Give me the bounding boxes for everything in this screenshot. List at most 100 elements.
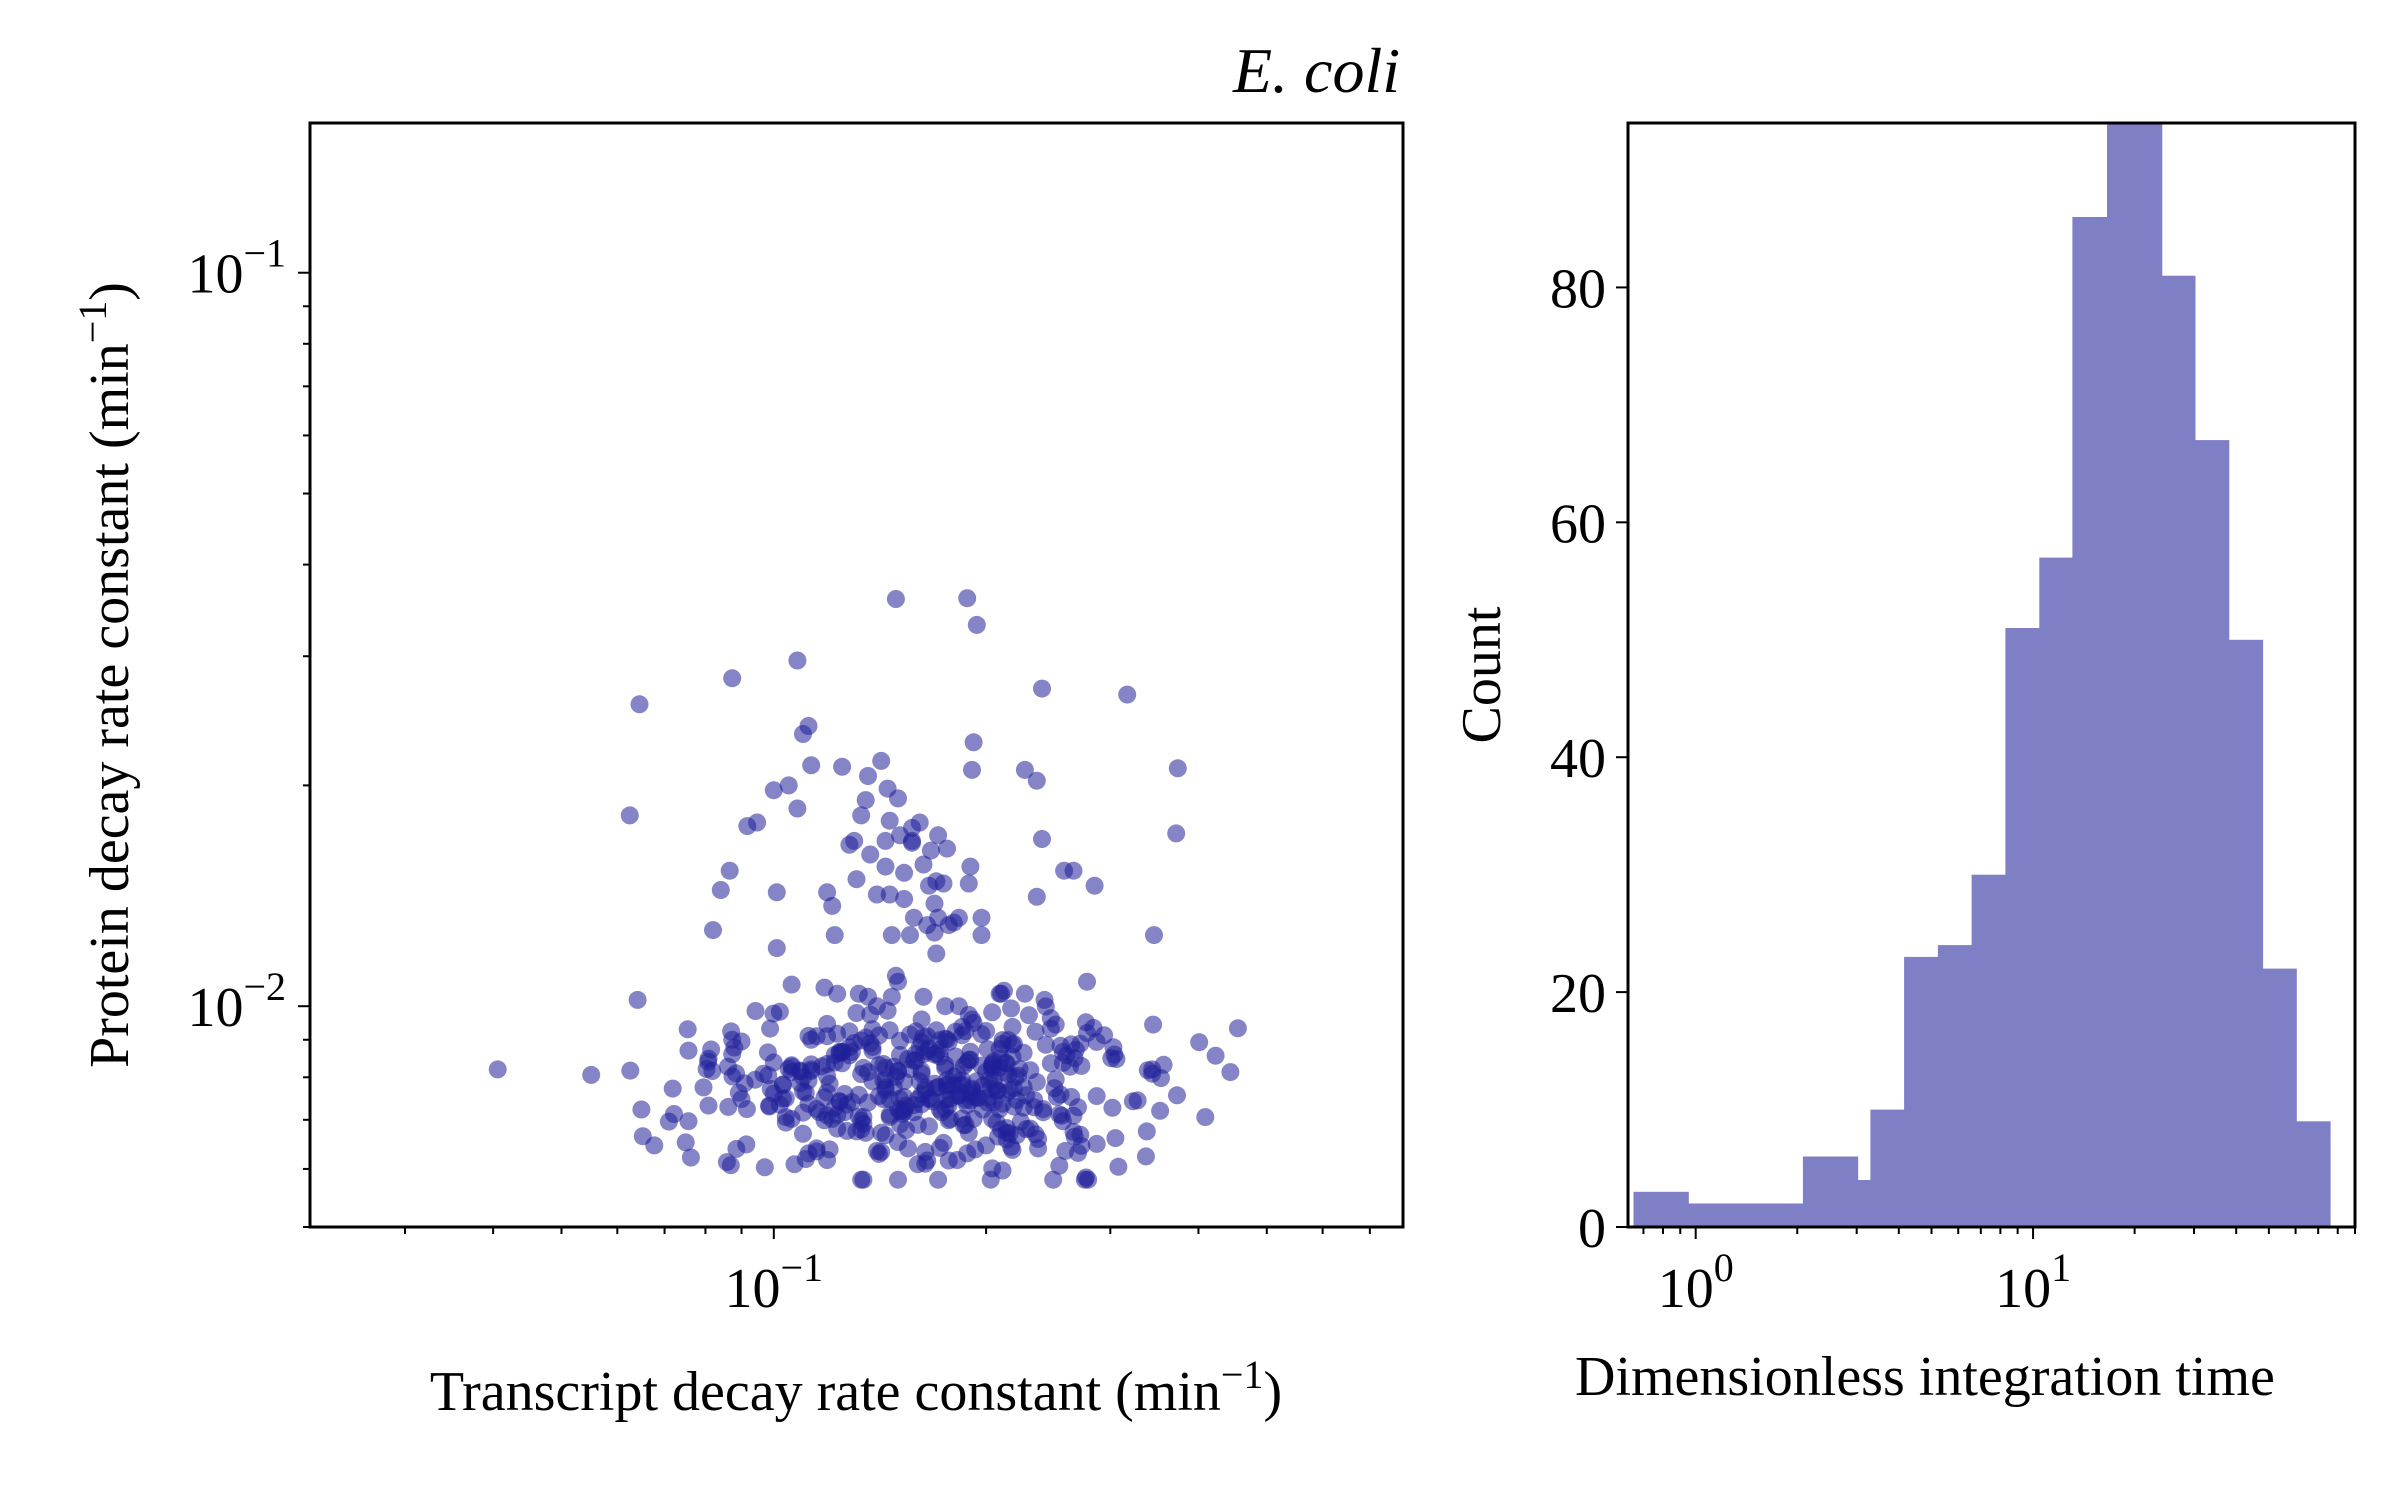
histogram-axes-frame xyxy=(1626,121,2357,1229)
scatter-point xyxy=(1019,1006,1038,1025)
scatter-point xyxy=(954,1056,973,1075)
scatter-point xyxy=(1029,1130,1048,1148)
scatter-point xyxy=(1107,1050,1126,1069)
scatter-point xyxy=(854,1108,873,1127)
scatter-point xyxy=(856,1123,875,1142)
scatter-point xyxy=(897,1121,916,1139)
scatter-point xyxy=(847,1004,866,1022)
scatter-point xyxy=(1206,1046,1225,1065)
scatter-point xyxy=(925,923,944,942)
histogram-ticks: 0 20 40 60 80 100 101 xyxy=(1550,258,2356,1320)
scatter-point xyxy=(895,863,914,882)
scatter-point xyxy=(1075,1170,1094,1189)
scatter-point xyxy=(874,1090,893,1109)
scatter-panel: 10−1 10−2 10−1 Transcript decay rate const… xyxy=(70,121,1405,1423)
scatter-xlabel: Transcript decay rate constant (min−1) xyxy=(430,1352,1282,1423)
scatter-y-tick-label: 10−1 xyxy=(187,231,286,306)
scatter-point xyxy=(959,874,978,893)
scatter-point xyxy=(1144,1015,1163,1034)
scatter-point xyxy=(880,811,899,830)
scatter-point xyxy=(738,817,757,836)
scatter-point xyxy=(1228,1019,1247,1038)
scatter-point xyxy=(953,1109,972,1128)
scatter-point xyxy=(961,857,980,876)
scatter-point xyxy=(920,876,938,895)
scatter-point xyxy=(1064,1122,1083,1141)
scatter-point xyxy=(1109,1157,1128,1176)
scatter-y-tick-label: 10−2 xyxy=(187,964,286,1039)
scatter-point xyxy=(628,990,647,1009)
scatter-point xyxy=(679,1112,698,1131)
scatter-point xyxy=(852,806,871,825)
scatter-point xyxy=(632,1100,651,1119)
scatter-point xyxy=(1196,1108,1215,1127)
scatter-point xyxy=(1033,830,1051,848)
scatter-point xyxy=(1145,926,1163,945)
scatter-point xyxy=(1000,1080,1019,1099)
scatter-point xyxy=(1064,1106,1083,1125)
scatter-point xyxy=(1137,1122,1156,1141)
scatter-point xyxy=(908,1155,927,1174)
scatter-point xyxy=(1055,861,1074,880)
scatter-ticks: 10−1 10−2 10−1 xyxy=(187,231,1371,1320)
scatter-point xyxy=(830,1092,849,1111)
figure-title: E. coli xyxy=(1232,35,1400,106)
scatter-point xyxy=(782,1109,801,1128)
scatter-axes-frame xyxy=(308,121,1405,1229)
scatter-point xyxy=(912,1064,931,1083)
scatter-point xyxy=(818,1055,837,1073)
scatter-point xyxy=(927,1021,946,1040)
scatter-point xyxy=(761,1019,780,1038)
scatter-point xyxy=(958,589,977,608)
scatter-point xyxy=(983,1003,1002,1022)
scatter-point xyxy=(872,751,891,770)
scatter-point xyxy=(936,1055,955,1074)
scatter-point xyxy=(859,767,877,785)
scatter-point xyxy=(910,813,929,832)
scatter-point xyxy=(1050,1156,1069,1175)
scatter-point xyxy=(872,1142,891,1161)
scatter-point xyxy=(1087,1087,1106,1106)
scatter-point xyxy=(1044,1170,1063,1189)
scatter-point xyxy=(897,1096,916,1115)
scatter-point xyxy=(1026,1022,1045,1041)
scatter-point xyxy=(997,1123,1016,1142)
scatter-point xyxy=(1027,887,1046,906)
scatter-point xyxy=(720,861,739,880)
scatter-point xyxy=(1190,1033,1209,1052)
scatter-point xyxy=(823,896,842,915)
scatter-point xyxy=(659,1112,678,1131)
scatter-point xyxy=(1011,1112,1030,1131)
scatter-point xyxy=(807,1139,826,1158)
histogram-y-tick-label: 80 xyxy=(1550,258,1606,320)
histogram-panel: 0 20 40 60 80 100 101 Dimensionless integratio… xyxy=(1451,121,2357,1408)
scatter-point xyxy=(949,997,968,1016)
scatter-point xyxy=(1087,1032,1106,1051)
scatter-point xyxy=(1087,1134,1106,1153)
scatter-point xyxy=(845,831,864,850)
scatter-point xyxy=(983,1109,1002,1128)
scatter-point xyxy=(984,1093,1003,1112)
scatter-point xyxy=(679,1041,698,1060)
scatter-point xyxy=(721,1156,740,1175)
scatter-point xyxy=(978,1040,997,1059)
scatter-point xyxy=(886,590,905,608)
scatter-point xyxy=(861,1034,880,1053)
scatter-point xyxy=(694,1078,713,1097)
histogram-xlabel: Dimensionless integration time xyxy=(1575,1346,2275,1408)
scatter-point xyxy=(859,1063,877,1082)
scatter-point xyxy=(1106,1129,1125,1148)
scatter-point xyxy=(1221,1063,1240,1082)
scatter-point xyxy=(759,1066,778,1085)
scatter-point xyxy=(961,1042,980,1061)
scatter-point xyxy=(949,908,968,927)
scatter-point xyxy=(914,987,933,1006)
scatter-point xyxy=(794,1068,812,1087)
scatter-point xyxy=(914,855,933,874)
scatter-point xyxy=(891,1046,909,1064)
scatter-point xyxy=(929,1170,948,1189)
scatter-point xyxy=(1151,1101,1170,1120)
scatter-point xyxy=(764,1084,783,1103)
scatter-point xyxy=(861,845,880,864)
scatter-point xyxy=(699,1096,718,1115)
